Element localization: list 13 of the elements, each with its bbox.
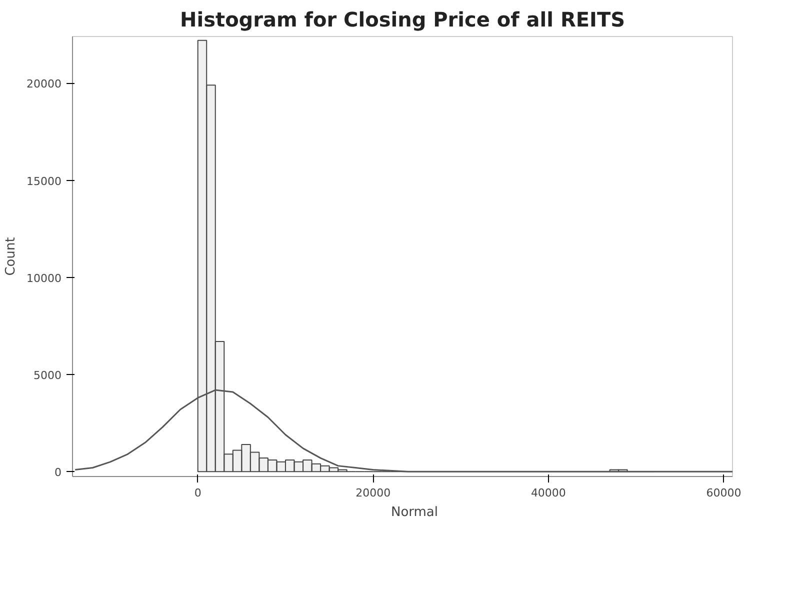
x-tick-label: 0 xyxy=(194,486,202,500)
y-axis-title: Count xyxy=(4,237,19,276)
x-tick-label: 40000 xyxy=(530,486,566,500)
y-tick-label: 5000 xyxy=(34,369,62,382)
text: Normal xyxy=(390,504,438,520)
x-tick-label: 60000 xyxy=(706,486,742,500)
chart-title: Histogram for Closing Price of all REITS xyxy=(180,8,625,32)
line-series xyxy=(74,389,732,472)
y-tick-label: 15000 xyxy=(26,174,62,188)
y-tick-label: 10000 xyxy=(26,272,62,285)
y-tick-label: 20000 xyxy=(26,78,62,91)
x-tick-label: 20000 xyxy=(356,486,391,500)
y-tick-label: 0 xyxy=(54,466,62,480)
